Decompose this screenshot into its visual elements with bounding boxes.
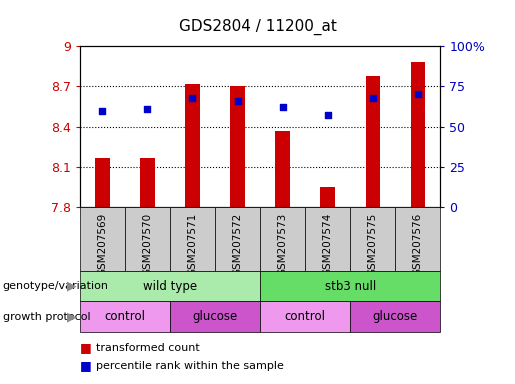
Bar [230, 86, 245, 207]
Text: ■: ■ [80, 341, 92, 354]
Bar [80, 207, 125, 271]
Point [98, 108, 107, 114]
Bar [185, 84, 200, 207]
Bar [125, 207, 170, 271]
Bar [260, 271, 440, 301]
Text: transformed count: transformed count [96, 343, 200, 353]
Bar [366, 76, 380, 207]
Text: GSM207571: GSM207571 [187, 212, 197, 276]
Point [323, 113, 332, 119]
Text: control: control [105, 310, 145, 323]
Text: GSM207570: GSM207570 [143, 212, 152, 276]
Bar [170, 301, 260, 332]
Text: percentile rank within the sample: percentile rank within the sample [96, 361, 284, 371]
Bar [276, 131, 290, 207]
Text: GSM207574: GSM207574 [323, 212, 333, 276]
Point [188, 94, 197, 101]
Bar [410, 62, 425, 207]
Text: ■: ■ [80, 359, 92, 372]
Bar [80, 301, 170, 332]
Bar [215, 207, 260, 271]
Text: stb3 null: stb3 null [324, 280, 376, 293]
Text: ▶: ▶ [66, 310, 76, 323]
Text: GSM207572: GSM207572 [233, 212, 243, 276]
Bar [350, 301, 440, 332]
Text: glucose: glucose [193, 310, 237, 323]
Bar [320, 187, 335, 207]
Text: GDS2804 / 11200_at: GDS2804 / 11200_at [179, 19, 336, 35]
Text: glucose: glucose [373, 310, 418, 323]
Text: control: control [285, 310, 325, 323]
Point [369, 94, 377, 101]
Text: growth protocol: growth protocol [3, 312, 90, 322]
Text: GSM207573: GSM207573 [278, 212, 287, 276]
Text: GSM207576: GSM207576 [413, 212, 423, 276]
Bar [260, 207, 305, 271]
Point [233, 98, 242, 104]
Text: wild type: wild type [143, 280, 197, 293]
Point [414, 91, 422, 98]
Bar [396, 207, 440, 271]
Text: genotype/variation: genotype/variation [3, 281, 109, 291]
Point [143, 106, 151, 112]
Text: GSM207575: GSM207575 [368, 212, 377, 276]
Text: GSM207569: GSM207569 [97, 212, 107, 276]
Bar [305, 207, 350, 271]
Point [279, 104, 287, 111]
Text: ▶: ▶ [66, 280, 76, 293]
Bar [170, 207, 215, 271]
Bar [350, 207, 396, 271]
Bar [95, 158, 110, 207]
Bar [260, 301, 350, 332]
Bar [140, 158, 154, 207]
Bar [80, 271, 260, 301]
